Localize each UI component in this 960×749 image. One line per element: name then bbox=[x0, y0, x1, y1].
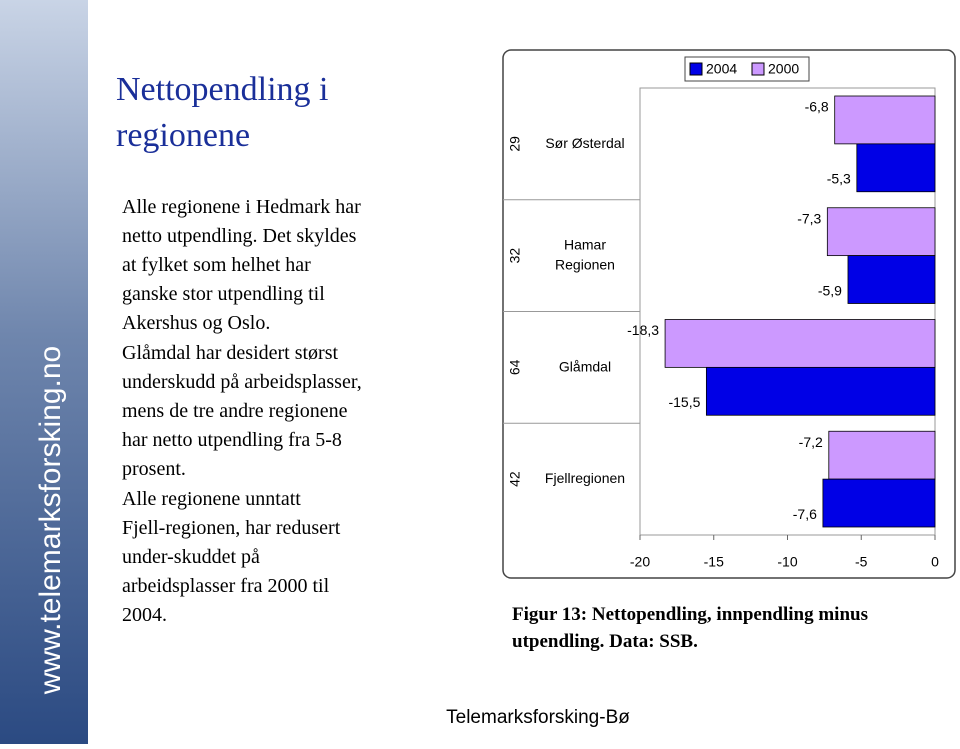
paragraph: Alle regionene unntatt Fjell-regionen, ha… bbox=[122, 488, 341, 626]
x-tick-label: -5 bbox=[855, 554, 868, 570]
value-label: -18,3 bbox=[627, 322, 659, 338]
paragraph: Glåmdal har desidert størst underskudd på… bbox=[122, 342, 362, 480]
paragraph: Alle regionene i Hedmark har netto utpend… bbox=[122, 196, 361, 334]
bar bbox=[847, 255, 936, 304]
text-line: Sør Østerdal bbox=[545, 135, 624, 151]
value-label: -15,5 bbox=[668, 394, 700, 410]
legend-label: 2004 bbox=[706, 61, 737, 77]
text-line: Alle regionene i Hedmark har bbox=[122, 196, 361, 218]
category-code: 32 bbox=[507, 248, 523, 264]
side-text: www.telemarksforsking.no bbox=[34, 346, 67, 695]
bar bbox=[826, 207, 936, 257]
text-line: ganske stor utpendling til bbox=[122, 283, 325, 305]
text-line: underskudd på arbeidsplasser, bbox=[122, 371, 362, 393]
footer: Telemarksforsking-Bø bbox=[446, 707, 630, 728]
category-code: 64 bbox=[507, 359, 523, 375]
value-label: -7,6 bbox=[793, 506, 817, 522]
x-tick-label: -15 bbox=[704, 554, 724, 570]
bar bbox=[822, 478, 936, 528]
text-line: 2004. bbox=[122, 604, 167, 626]
bar bbox=[664, 319, 936, 368]
text-line: Glåmdal bbox=[559, 358, 611, 374]
value-label: -5,3 bbox=[827, 171, 851, 187]
text-line: under-skuddet på bbox=[122, 546, 260, 568]
text-line: mens de tre andre regionene bbox=[122, 400, 348, 422]
bar bbox=[856, 143, 936, 193]
text-line: har netto utpendling fra 5-8 bbox=[122, 429, 342, 451]
text-line: at fylket som helhet har bbox=[122, 254, 311, 276]
text-line: Fjellregionen bbox=[545, 470, 625, 486]
legend: 2004 2000 bbox=[684, 56, 810, 82]
text-line: Figur 13: Nettopendling, innpendling min… bbox=[512, 604, 868, 625]
text-line: Glåmdal har desidert størst bbox=[122, 342, 338, 364]
category-label: Fjellregionen bbox=[545, 470, 625, 486]
value-label: -7,3 bbox=[797, 210, 821, 226]
slide-title: Nettopendling i regionene bbox=[116, 71, 328, 154]
value-label: -6,8 bbox=[805, 99, 829, 115]
text-line: Fjell-regionen, har redusert bbox=[122, 517, 341, 539]
bar bbox=[705, 366, 936, 416]
legend-swatch bbox=[751, 62, 765, 76]
x-tick-label: -10 bbox=[777, 554, 797, 570]
text-line: netto utpendling. Det skyldes bbox=[122, 225, 357, 247]
text-line: prosent. bbox=[122, 458, 186, 480]
chart: -20 -15 -10 -5 0 2004 2000 29 Sør Østerdal -6,8 -5… bbox=[503, 56, 939, 570]
legend-label: 2000 bbox=[768, 61, 799, 77]
legend-box bbox=[684, 56, 810, 82]
text-line: Akershus og Oslo. bbox=[122, 312, 270, 334]
caption: Figur 13: Nettopendling, innpendling min… bbox=[512, 604, 868, 652]
text-line: Regionen bbox=[555, 256, 615, 272]
legend-swatch bbox=[689, 62, 703, 76]
text-line: Hamar bbox=[564, 236, 606, 252]
category-label: Hamar Regionen bbox=[555, 236, 615, 272]
text-line: utpendling. Data: SSB. bbox=[512, 631, 698, 652]
category-label: Sør Østerdal bbox=[545, 135, 624, 151]
text-line: Nettopendling i bbox=[116, 71, 328, 108]
bar bbox=[834, 95, 936, 145]
paragraphs: Alle regionene i Hedmark har netto utpend… bbox=[122, 196, 362, 626]
category-label: Glåmdal bbox=[559, 358, 611, 374]
bar bbox=[828, 430, 936, 480]
value-label: -5,9 bbox=[818, 282, 842, 298]
text-line: Alle regionene unntatt bbox=[122, 488, 301, 510]
x-tick-label: -20 bbox=[630, 554, 650, 570]
value-label: -7,2 bbox=[799, 434, 823, 450]
category-code: 42 bbox=[507, 471, 523, 487]
text-line: arbeidsplasser fra 2000 til bbox=[122, 575, 330, 597]
text-line: regionene bbox=[116, 117, 250, 154]
side-strip bbox=[0, 0, 88, 744]
x-tick-label: 0 bbox=[931, 554, 939, 570]
category-code: 29 bbox=[507, 136, 523, 152]
